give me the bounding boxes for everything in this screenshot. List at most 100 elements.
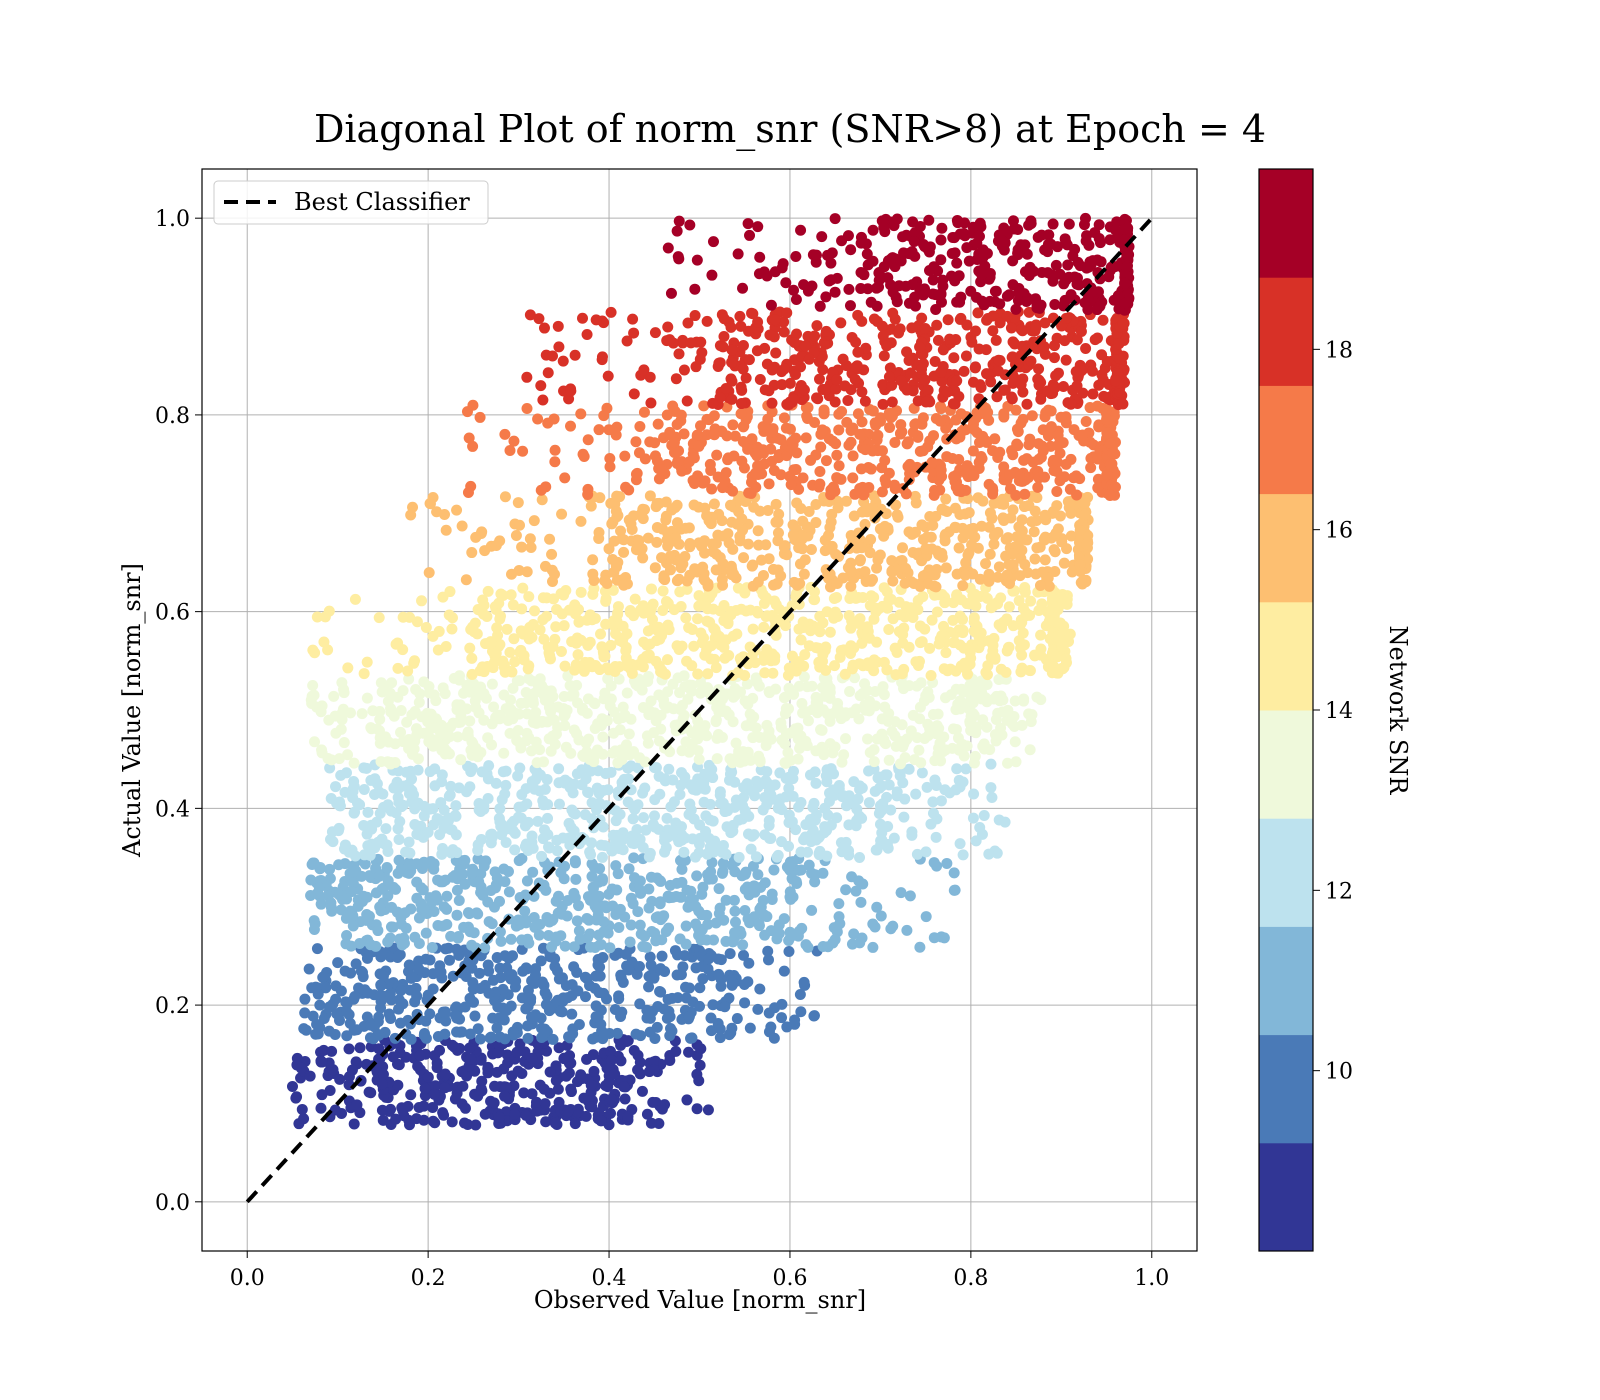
scatter-point	[597, 784, 609, 796]
scatter-point	[752, 607, 764, 619]
scatter-point	[795, 797, 807, 809]
scatter-point	[567, 787, 579, 799]
scatter-point	[434, 829, 446, 841]
scatter-point	[510, 529, 522, 541]
scatter-point	[480, 638, 492, 650]
scatter-point	[702, 1104, 714, 1116]
scatter-point	[808, 586, 820, 598]
scatter-point	[757, 804, 769, 816]
scatter-point	[691, 870, 703, 882]
scatter-point	[867, 941, 879, 953]
scatter-point	[555, 645, 567, 657]
scatter-point	[397, 998, 409, 1010]
scatter-point	[968, 757, 980, 769]
scatter-point	[618, 534, 630, 546]
scatter-point	[857, 592, 869, 604]
scatter-point	[974, 436, 986, 448]
scatter-point	[920, 543, 932, 555]
scatter-point	[605, 1093, 617, 1105]
scatter-point	[335, 985, 347, 997]
scatter-point	[967, 709, 979, 721]
scatter-point	[824, 692, 836, 704]
scatter-point	[862, 660, 874, 672]
scatter-point	[854, 851, 866, 863]
scatter-point	[485, 885, 497, 897]
scatter-point	[840, 884, 852, 896]
scatter-point	[706, 856, 718, 868]
scatter-point	[1035, 649, 1047, 661]
scatter-point	[1026, 709, 1038, 721]
scatter-point	[652, 418, 664, 430]
scatter-point	[348, 807, 360, 819]
scatter-point	[1074, 559, 1086, 571]
scatter-point	[1038, 341, 1050, 353]
scatter-point	[795, 634, 807, 646]
scatter-point	[1074, 473, 1086, 485]
scatter-point	[409, 655, 421, 667]
scatter-point	[811, 320, 823, 332]
scatter-point	[612, 713, 624, 725]
scatter-point	[1057, 380, 1069, 392]
scatter-point	[520, 735, 532, 747]
scatter-point	[889, 479, 901, 491]
scatter-point	[620, 481, 632, 493]
scatter-point	[545, 685, 557, 697]
scatter-point	[1056, 641, 1068, 653]
scatter-point	[717, 857, 729, 869]
scatter-point	[905, 602, 917, 614]
scatter-point	[911, 848, 923, 860]
scatter-point	[530, 774, 542, 786]
scatter-point	[954, 508, 966, 520]
scatter-point	[635, 678, 647, 690]
scatter-point	[427, 1101, 439, 1113]
scatter-point	[651, 1021, 663, 1033]
scatter-point	[478, 800, 490, 812]
scatter-point	[375, 980, 387, 992]
scatter-point	[729, 927, 741, 939]
scatter-point	[824, 522, 836, 534]
scatter-point	[743, 487, 755, 499]
scatter-point	[340, 912, 352, 924]
scatter-point	[671, 949, 683, 961]
scatter-point	[392, 951, 404, 963]
scatter-point	[608, 727, 620, 739]
scatter-point	[362, 806, 374, 818]
scatter-point	[810, 499, 822, 511]
scatter-point	[1061, 543, 1073, 555]
scatter-point	[731, 1013, 743, 1025]
scatter-point	[761, 719, 773, 731]
scatter-point	[656, 464, 668, 476]
scatter-point	[298, 1113, 310, 1125]
scatter-point	[752, 781, 764, 793]
scatter-point	[922, 578, 934, 590]
scatter-point	[771, 933, 783, 945]
scatter-point	[1048, 544, 1060, 556]
scatter-point	[657, 585, 669, 597]
scatter-point	[837, 353, 849, 365]
scatter-point	[472, 751, 484, 763]
scatter-point	[591, 914, 603, 926]
scatter-point	[753, 680, 765, 692]
scatter-point	[640, 824, 652, 836]
scatter-point	[500, 1004, 512, 1016]
scatter-point	[298, 1023, 310, 1035]
scatter-point	[919, 623, 931, 635]
scatter-point	[928, 932, 940, 944]
scatter-point	[968, 788, 980, 800]
scatter-point	[1035, 629, 1047, 641]
scatter-point	[326, 905, 338, 917]
scatter-point	[361, 891, 373, 903]
scatter-point	[444, 789, 456, 801]
scatter-point	[569, 808, 581, 820]
scatter-point	[775, 717, 787, 729]
scatter-point	[526, 1088, 538, 1100]
scatter-point	[863, 797, 875, 809]
scatter-point	[960, 763, 972, 775]
scatter-point	[381, 862, 393, 874]
scatter-point	[540, 884, 552, 896]
scatter-point	[694, 982, 706, 994]
scatter-point	[549, 456, 561, 468]
scatter-point	[626, 837, 638, 849]
scatter-point	[619, 450, 631, 462]
scatter-point	[674, 703, 686, 715]
